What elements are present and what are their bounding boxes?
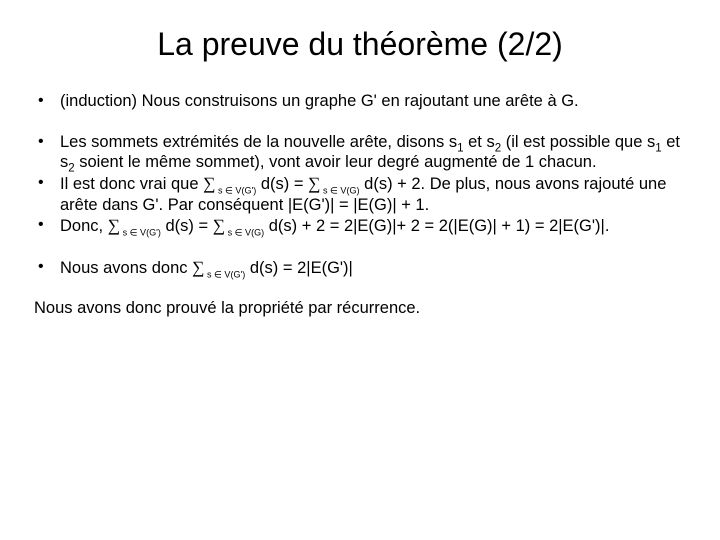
text: d(s) + 2 = 2|E(G)|+ 2 = 2(|E(G)| + 1) = …	[264, 217, 609, 235]
text: Les sommets extrémités de la nouvelle ar…	[60, 133, 457, 151]
text: d(s) = 2|E(G')|	[245, 259, 353, 277]
sigma-icon: ∑	[308, 174, 320, 193]
spacer	[30, 112, 690, 132]
bullet-sum-equation: Il est donc vrai que ∑ s ∈ V(G') d(s) = …	[30, 173, 690, 215]
slide-title: La preuve du théorème (2/2)	[30, 26, 690, 63]
text: d(s) =	[161, 217, 213, 235]
sum-subscript: s ∈ V(G')	[120, 227, 161, 237]
sigma-icon: ∑	[213, 216, 225, 235]
text: Il est donc vrai que	[60, 175, 203, 193]
bullet-induction: (induction) Nous construisons un graphe …	[30, 91, 690, 112]
bullet-conclusion: Nous avons donc ∑ s ∈ V(G') d(s) = 2|E(G…	[30, 257, 690, 279]
text: (il est possible que s	[501, 133, 655, 151]
text: et s	[464, 133, 495, 151]
bullet-donc: Donc, ∑ s ∈ V(G') d(s) = ∑ s ∈ V(G) d(s)…	[30, 215, 690, 237]
sum-subscript: s ∈ V(G')	[204, 269, 245, 279]
bullet-sommets: Les sommets extrémités de la nouvelle ar…	[30, 132, 690, 173]
sum-subscript: s ∈ V(G)	[225, 227, 264, 237]
sigma-icon: ∑	[203, 174, 215, 193]
sum-subscript: s ∈ V(G)	[320, 185, 359, 195]
text: Donc,	[60, 217, 108, 235]
text: d(s) =	[256, 175, 308, 193]
sigma-icon: ∑	[192, 258, 204, 277]
bullet-list: (induction) Nous construisons un graphe …	[30, 91, 690, 278]
closing-statement: Nous avons donc prouvé la propriété par …	[30, 298, 690, 319]
text: Nous avons donc	[60, 259, 192, 277]
text: soient le même sommet), vont avoir leur …	[75, 153, 597, 171]
text: (induction) Nous construisons un graphe …	[60, 92, 579, 110]
sum-subscript: s ∈ V(G')	[215, 185, 256, 195]
spacer	[30, 237, 690, 257]
sigma-icon: ∑	[108, 216, 120, 235]
